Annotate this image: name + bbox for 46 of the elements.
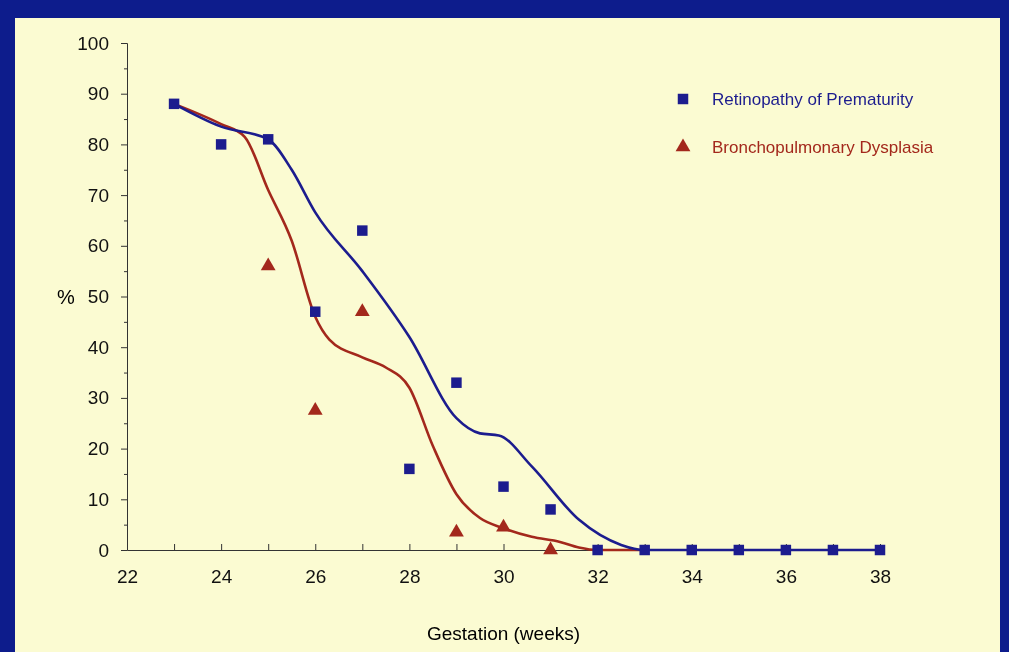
point — [686, 544, 697, 556]
point — [215, 139, 227, 150]
legend-label: Bronchopulmonary Dysplasia — [712, 138, 934, 157]
point — [168, 98, 180, 110]
y-tick-label: 0 — [98, 539, 109, 561]
point — [543, 541, 558, 555]
point — [310, 306, 321, 317]
y-tick-label: 100 — [77, 32, 109, 54]
point — [780, 544, 792, 556]
y-tick-label: 30 — [87, 387, 109, 409]
x-tick-label: 36 — [775, 566, 797, 588]
point — [639, 544, 650, 556]
x-axis-title: Gestation (weeks) — [426, 623, 581, 644]
point — [449, 523, 464, 537]
x-tick-label: 22 — [116, 566, 139, 588]
y-tick-label: 70 — [87, 184, 109, 206]
point — [451, 377, 462, 388]
x-tick-label: 30 — [493, 566, 515, 588]
point — [260, 257, 276, 271]
y-tick-label: 90 — [87, 83, 109, 105]
x-tick-label: 32 — [587, 566, 609, 588]
x-tick-label: 26 — [305, 566, 327, 588]
y-tick-label: 80 — [87, 133, 109, 155]
point — [307, 402, 323, 415]
legend-label: Retinopathy of Prematurity — [712, 90, 914, 109]
y-tick-label: 20 — [87, 438, 109, 460]
point — [357, 225, 368, 236]
x-tick-label: 24 — [211, 566, 233, 588]
point — [498, 481, 509, 492]
y-tick-label: 60 — [87, 235, 109, 257]
point — [592, 544, 603, 556]
y-tick-label: 10 — [87, 488, 109, 510]
point — [262, 134, 274, 145]
y-tick-label: 50 — [87, 286, 109, 308]
y-tick-label: 40 — [87, 336, 109, 358]
point — [733, 544, 745, 556]
point — [496, 518, 511, 532]
y-axis-title: % — [57, 285, 76, 308]
point — [354, 303, 370, 316]
point — [404, 463, 415, 475]
point — [827, 544, 839, 556]
x-tick-label: 34 — [681, 566, 704, 588]
point — [874, 544, 886, 556]
point — [545, 504, 556, 515]
x-tick-label: 28 — [399, 566, 421, 588]
x-tick-label: 38 — [869, 566, 892, 588]
